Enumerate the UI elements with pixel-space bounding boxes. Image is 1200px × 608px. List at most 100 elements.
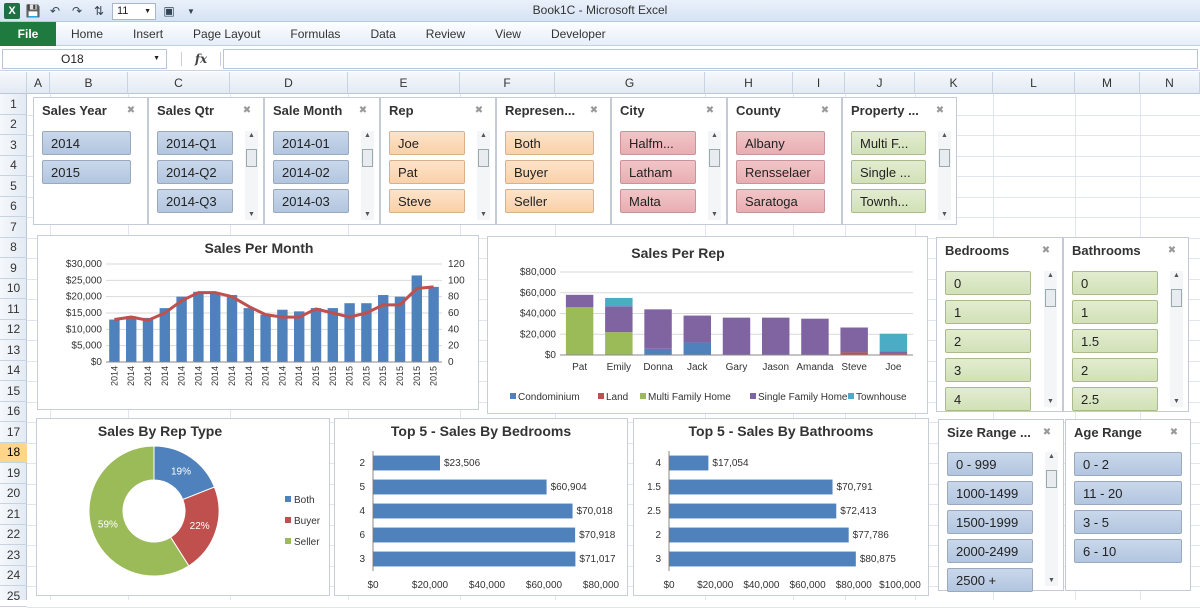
scroll-thumb[interactable] bbox=[1046, 470, 1057, 488]
row-header-17[interactable]: 17 bbox=[0, 422, 27, 443]
row-header-10[interactable]: 10 bbox=[0, 279, 27, 299]
slicer-item[interactable]: 3 bbox=[945, 358, 1031, 382]
slicer-item[interactable]: 2014-Q3 bbox=[157, 189, 233, 213]
scroll-up-icon[interactable]: ▲ bbox=[941, 132, 948, 139]
column-header-m[interactable]: M bbox=[1075, 72, 1140, 94]
slicer-item[interactable]: Seller bbox=[505, 189, 594, 213]
tab-data[interactable]: Data bbox=[370, 26, 396, 41]
slicer-item[interactable]: Multi F... bbox=[851, 131, 926, 155]
tab-view[interactable]: View bbox=[495, 26, 521, 41]
column-header-b[interactable]: B bbox=[50, 72, 128, 94]
scroll-down-icon[interactable]: ▼ bbox=[480, 211, 487, 218]
scroll-up-icon[interactable]: ▲ bbox=[480, 132, 487, 139]
slicer-item[interactable]: Both bbox=[505, 131, 594, 155]
scroll-thumb[interactable] bbox=[1171, 289, 1182, 307]
row-header-13[interactable]: 13 bbox=[0, 340, 27, 361]
slicer-item[interactable]: 3 - 5 bbox=[1074, 510, 1182, 534]
clear-filter-icon[interactable]: ✖ bbox=[820, 104, 830, 116]
row-header-3[interactable]: 3 bbox=[0, 135, 27, 156]
tab-developer[interactable]: Developer bbox=[550, 26, 606, 41]
sort-icon[interactable]: ⇅ bbox=[93, 4, 105, 18]
scroll-up-icon[interactable]: ▲ bbox=[248, 132, 255, 139]
column-header-d[interactable]: D bbox=[230, 72, 348, 94]
row-header-15[interactable]: 15 bbox=[0, 381, 27, 402]
slicer-item[interactable]: Malta bbox=[620, 189, 696, 213]
slicer-item[interactable]: Steve bbox=[389, 189, 465, 213]
column-header-h[interactable]: H bbox=[705, 72, 793, 94]
slicer-item[interactable]: Joe bbox=[389, 131, 465, 155]
slicer-item[interactable]: 0 - 999 bbox=[947, 452, 1033, 476]
clear-filter-icon[interactable]: ✖ bbox=[1041, 244, 1051, 256]
slicer-item[interactable]: Halfm... bbox=[620, 131, 696, 155]
slicer-item[interactable]: 6 - 10 bbox=[1074, 539, 1182, 563]
scroll-up-icon[interactable]: ▲ bbox=[1048, 453, 1055, 460]
scroll-thumb[interactable] bbox=[709, 149, 720, 167]
slicer-item[interactable]: 2500 + bbox=[947, 568, 1033, 592]
row-header-6[interactable]: 6 bbox=[0, 197, 27, 217]
tab-home[interactable]: Home bbox=[71, 26, 104, 41]
slicer-scrollbar[interactable]: ▲ ▼ bbox=[1045, 452, 1058, 586]
row-header-1[interactable]: 1 bbox=[0, 94, 27, 115]
row-header-19[interactable]: 19 bbox=[0, 463, 27, 484]
tab-file[interactable]: File bbox=[0, 21, 56, 46]
row-header-2[interactable]: 2 bbox=[0, 115, 27, 135]
scroll-down-icon[interactable]: ▼ bbox=[248, 211, 255, 218]
clear-filter-icon[interactable]: ✖ bbox=[1167, 244, 1177, 256]
scroll-down-icon[interactable]: ▼ bbox=[1173, 398, 1180, 405]
clear-filter-icon[interactable]: ✖ bbox=[1169, 426, 1179, 438]
row-header-18[interactable]: 18 bbox=[0, 442, 27, 463]
slicer-item[interactable]: 2015 bbox=[42, 160, 131, 184]
column-header-n[interactable]: N bbox=[1140, 72, 1200, 94]
slicer-scrollbar[interactable]: ▲ ▼ bbox=[1170, 271, 1183, 407]
tab-review[interactable]: Review bbox=[425, 26, 466, 41]
slicer-scrollbar[interactable]: ▲ ▼ bbox=[245, 131, 258, 220]
slicer-item[interactable]: 1 bbox=[1072, 300, 1158, 324]
slicer-item[interactable]: 0 bbox=[1072, 271, 1158, 295]
redo-icon[interactable]: ↷ bbox=[71, 4, 83, 18]
slicer-item[interactable]: Buyer bbox=[505, 160, 594, 184]
column-header-f[interactable]: F bbox=[460, 72, 555, 94]
row-header-5[interactable]: 5 bbox=[0, 176, 27, 197]
undo-icon[interactable]: ↶ bbox=[49, 4, 61, 18]
slicer-item[interactable]: 2000-2499 bbox=[947, 539, 1033, 563]
column-header-j[interactable]: J bbox=[845, 72, 915, 94]
slicer-item[interactable]: 2014-Q1 bbox=[157, 131, 233, 155]
slicer-item[interactable]: 1.5 bbox=[1072, 329, 1158, 353]
tab-insert[interactable]: Insert bbox=[133, 26, 164, 41]
select-all-corner[interactable] bbox=[0, 72, 27, 94]
slicer-item[interactable]: 2 bbox=[945, 329, 1031, 353]
row-header-11[interactable]: 11 bbox=[0, 299, 27, 320]
scroll-thumb[interactable] bbox=[246, 149, 257, 167]
row-header-8[interactable]: 8 bbox=[0, 238, 27, 258]
clear-filter-icon[interactable]: ✖ bbox=[705, 104, 715, 116]
slicer-item[interactable]: 2014-Q2 bbox=[157, 160, 233, 184]
scroll-up-icon[interactable]: ▲ bbox=[711, 132, 718, 139]
slicer-item[interactable]: 2014-02 bbox=[273, 160, 349, 184]
clear-filter-icon[interactable]: ✖ bbox=[1042, 426, 1052, 438]
slicer-item[interactable]: 0 bbox=[945, 271, 1031, 295]
scroll-thumb[interactable] bbox=[478, 149, 489, 167]
column-header-e[interactable]: E bbox=[348, 72, 460, 94]
clear-filter-icon[interactable]: ✖ bbox=[126, 104, 136, 116]
slicer-item[interactable]: 2.5 bbox=[1072, 387, 1158, 411]
scroll-up-icon[interactable]: ▲ bbox=[364, 132, 371, 139]
slicer-item[interactable]: Rensselaer bbox=[736, 160, 825, 184]
customize-toolbar-icon[interactable]: ▼ bbox=[187, 6, 195, 16]
column-header-l[interactable]: L bbox=[993, 72, 1075, 94]
slicer-scrollbar[interactable]: ▲ ▼ bbox=[361, 131, 374, 220]
slicer-scrollbar[interactable]: ▲ ▼ bbox=[708, 131, 721, 220]
slicer-item[interactable]: Single ... bbox=[851, 160, 926, 184]
column-header-g[interactable]: G bbox=[555, 72, 705, 94]
slicer-scrollbar[interactable]: ▲ ▼ bbox=[938, 131, 951, 220]
scroll-up-icon[interactable]: ▲ bbox=[1047, 272, 1054, 279]
tab-page-layout[interactable]: Page Layout bbox=[193, 26, 261, 41]
row-header-12[interactable]: 12 bbox=[0, 320, 27, 340]
clear-filter-icon[interactable]: ✖ bbox=[358, 104, 368, 116]
insert-function-button[interactable]: fx bbox=[181, 51, 221, 66]
slicer-item[interactable]: Albany bbox=[736, 131, 825, 155]
scroll-thumb[interactable] bbox=[362, 149, 373, 167]
row-header-16[interactable]: 16 bbox=[0, 402, 27, 422]
scroll-thumb[interactable] bbox=[939, 149, 950, 167]
row-header-20[interactable]: 20 bbox=[0, 484, 27, 504]
tab-formulas[interactable]: Formulas bbox=[290, 26, 341, 41]
